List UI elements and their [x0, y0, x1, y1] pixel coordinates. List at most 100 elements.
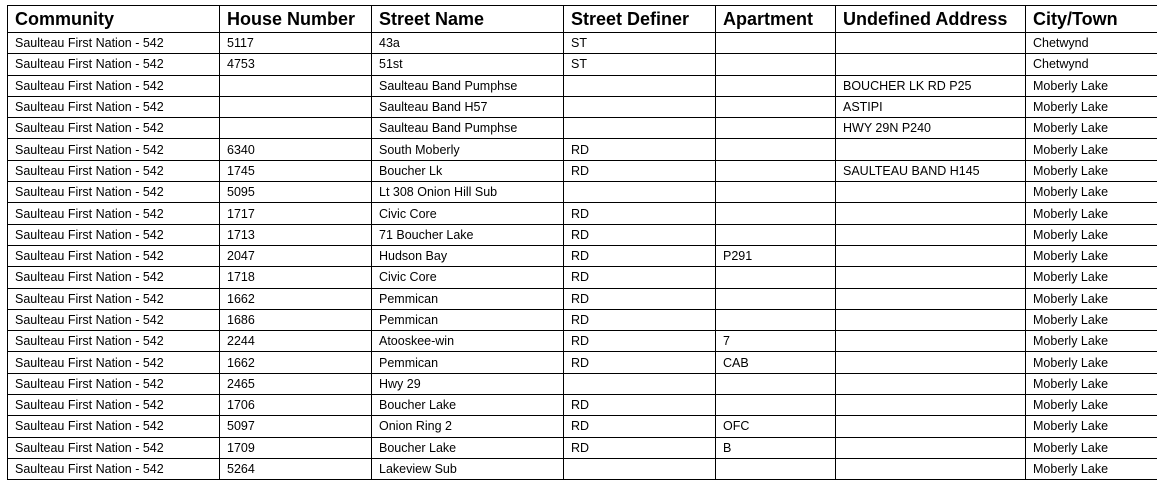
cell-city-town: Moberly Lake	[1025, 457, 1157, 481]
cell-community: Saulteau First Nation - 542	[7, 138, 220, 161]
cell-street-definer: RD	[563, 138, 716, 161]
cell-house-number: 1706	[219, 394, 372, 417]
cell-street-definer: ST	[563, 31, 716, 55]
cell-street-name: Pemmican	[371, 308, 564, 332]
table-row: Saulteau First Nation - 542 Saulteau Band…	[7, 74, 1157, 97]
cell-community: Saulteau First Nation - 542	[7, 372, 220, 396]
cell-street-name: Boucher Lake	[371, 436, 564, 459]
cell-undefined-address	[835, 330, 1026, 353]
cell-apartment: CAB	[715, 351, 836, 374]
cell-community: Saulteau First Nation - 542	[7, 436, 220, 459]
cell-apartment: 7	[715, 330, 836, 353]
cell-house-number	[219, 95, 372, 119]
table-row: Saulteau First Nation - 542 1662 Pemmican R…	[7, 351, 1157, 374]
cell-street-definer	[563, 181, 716, 204]
cell-apartment	[715, 394, 836, 417]
cell-house-number: 1717	[219, 202, 372, 225]
cell-apartment	[715, 138, 836, 161]
cell-community: Saulteau First Nation - 542	[7, 181, 220, 204]
cell-community: Saulteau First Nation - 542	[7, 117, 220, 140]
cell-street-name: South Moberly	[371, 138, 564, 161]
cell-apartment	[715, 457, 836, 481]
cell-street-definer: RD	[563, 308, 716, 332]
cell-street-name: 43a	[371, 31, 564, 55]
cell-city-town: Moberly Lake	[1025, 436, 1157, 459]
table-row: Saulteau First Nation - 542 1718 Civic Cor…	[7, 266, 1157, 289]
cell-undefined-address	[835, 223, 1026, 246]
cell-apartment	[715, 53, 836, 76]
cell-city-town: Moberly Lake	[1025, 95, 1157, 119]
cell-city-town: Moberly Lake	[1025, 330, 1157, 353]
table-row: Saulteau First Nation - 542 1686 Pemmican R…	[7, 308, 1157, 332]
cell-city-town: Moberly Lake	[1025, 202, 1157, 225]
cell-city-town: Moberly Lake	[1025, 287, 1157, 310]
cell-apartment	[715, 159, 836, 183]
table-row: Saulteau First Nation - 542 1745 Boucher L…	[7, 159, 1157, 183]
cell-house-number: 6340	[219, 138, 372, 161]
cell-street-name: Saulteau Band Pumphse	[371, 74, 564, 97]
cell-house-number: 1709	[219, 436, 372, 459]
cell-city-town: Moberly Lake	[1025, 415, 1157, 438]
cell-apartment: OFC	[715, 415, 836, 438]
cell-community: Saulteau First Nation - 542	[7, 351, 220, 374]
cell-street-definer	[563, 117, 716, 140]
table-row: Saulteau First Nation - 542 4753 51st ST Che…	[7, 53, 1157, 76]
table-row: Saulteau First Nation - 542 2244 Atooskee-…	[7, 330, 1157, 353]
cell-apartment: B	[715, 436, 836, 459]
cell-community: Saulteau First Nation - 542	[7, 415, 220, 438]
cell-city-town: Moberly Lake	[1025, 181, 1157, 204]
cell-street-definer: RD	[563, 415, 716, 438]
cell-house-number: 4753	[219, 53, 372, 76]
cell-street-definer	[563, 372, 716, 396]
cell-city-town: Moberly Lake	[1025, 394, 1157, 417]
cell-street-definer: RD	[563, 394, 716, 417]
header-row: Community House Number Street Name Street D…	[7, 5, 1157, 33]
cell-city-town: Moberly Lake	[1025, 244, 1157, 268]
cell-house-number: 5097	[219, 415, 372, 438]
column-header-street-definer: Street Definer	[563, 5, 716, 33]
cell-undefined-address: HWY 29N P240	[835, 117, 1026, 140]
cell-city-town: Moberly Lake	[1025, 308, 1157, 332]
cell-house-number: 5264	[219, 457, 372, 481]
cell-undefined-address	[835, 138, 1026, 161]
cell-community: Saulteau First Nation - 542	[7, 159, 220, 183]
table-row: Saulteau First Nation - 542 5097 Onion Rin…	[7, 415, 1157, 438]
column-header-community: Community	[7, 5, 220, 33]
cell-house-number: 1662	[219, 287, 372, 310]
cell-house-number: 1718	[219, 266, 372, 289]
table-row: Saulteau First Nation - 542 1709 Boucher L…	[7, 436, 1157, 459]
cell-street-definer: ST	[563, 53, 716, 76]
cell-house-number	[219, 117, 372, 140]
cell-community: Saulteau First Nation - 542	[7, 394, 220, 417]
table-row: Saulteau First Nation - 542 2047 Hudson Ba…	[7, 244, 1157, 268]
cell-street-name: Civic Core	[371, 202, 564, 225]
cell-city-town: Moberly Lake	[1025, 74, 1157, 97]
cell-community: Saulteau First Nation - 542	[7, 74, 220, 97]
cell-house-number: 1713	[219, 223, 372, 246]
cell-undefined-address	[835, 351, 1026, 374]
cell-undefined-address	[835, 244, 1026, 268]
cell-street-name: Hudson Bay	[371, 244, 564, 268]
cell-undefined-address	[835, 457, 1026, 481]
cell-apartment	[715, 31, 836, 55]
cell-house-number: 2047	[219, 244, 372, 268]
cell-apartment	[715, 74, 836, 97]
cell-house-number: 1686	[219, 308, 372, 332]
table-row: Saulteau First Nation - 542 1717 Civic Cor…	[7, 202, 1157, 225]
cell-street-definer	[563, 74, 716, 97]
cell-house-number: 2465	[219, 372, 372, 396]
cell-street-name: Lt 308 Onion Hill Sub	[371, 181, 564, 204]
cell-community: Saulteau First Nation - 542	[7, 202, 220, 225]
cell-house-number: 1662	[219, 351, 372, 374]
cell-street-definer: RD	[563, 223, 716, 246]
cell-street-name: Boucher Lake	[371, 394, 564, 417]
cell-house-number: 5117	[219, 31, 372, 55]
cell-undefined-address	[835, 31, 1026, 55]
table-row: Saulteau First Nation - 542 1662 Pemmican R…	[7, 287, 1157, 310]
cell-community: Saulteau First Nation - 542	[7, 308, 220, 332]
cell-city-town: Moberly Lake	[1025, 351, 1157, 374]
cell-street-name: Hwy 29	[371, 372, 564, 396]
cell-apartment	[715, 181, 836, 204]
cell-community: Saulteau First Nation - 542	[7, 287, 220, 310]
cell-street-name: Pemmican	[371, 351, 564, 374]
